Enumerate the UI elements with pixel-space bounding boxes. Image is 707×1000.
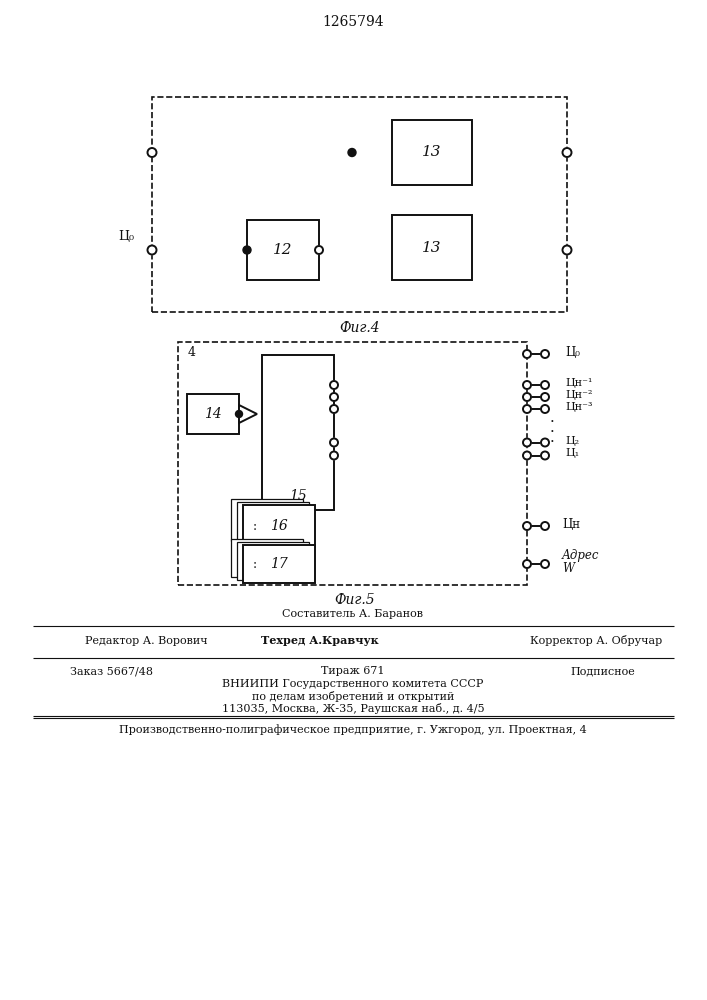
Text: ВНИИПИ Государственного комитета СССР: ВНИИПИ Государственного комитета СССР — [222, 679, 484, 689]
Bar — [392, 215, 472, 280]
Text: Производственно-полиграфическое предприятие, г. Ужгород, ул. Проектная, 4: Производственно-полиграфическое предприя… — [119, 725, 587, 735]
Text: .: . — [549, 431, 554, 445]
Text: 4: 4 — [188, 346, 196, 359]
Bar — [231, 499, 303, 541]
Circle shape — [523, 405, 531, 413]
Circle shape — [523, 452, 531, 460]
Text: 17: 17 — [270, 557, 288, 571]
Circle shape — [243, 246, 251, 254]
Circle shape — [235, 410, 243, 418]
Text: Ц₀: Ц₀ — [565, 346, 580, 359]
Circle shape — [541, 393, 549, 401]
Text: Техред А.Кравчук: Техред А.Кравчук — [261, 636, 379, 647]
Text: :: : — [253, 520, 257, 532]
Text: W: W — [562, 562, 574, 576]
Bar — [152, 97, 567, 312]
Text: Фиг.5: Фиг.5 — [334, 593, 375, 607]
Text: 13: 13 — [422, 240, 442, 254]
Text: :: : — [253, 558, 257, 570]
Text: 15: 15 — [289, 489, 307, 503]
Text: Корректор А. Обручар: Корректор А. Обручар — [530, 636, 662, 647]
Text: Цн⁻³: Цн⁻³ — [565, 402, 592, 412]
Bar — [231, 539, 303, 577]
Text: Редактор А. Ворович: Редактор А. Ворович — [85, 636, 208, 646]
Text: Цн⁻²: Цн⁻² — [565, 390, 592, 400]
Text: Ц₂: Ц₂ — [565, 436, 579, 446]
Bar — [237, 542, 309, 580]
Circle shape — [523, 522, 531, 530]
Circle shape — [330, 381, 338, 389]
Circle shape — [523, 350, 531, 358]
Text: Цн⁻¹: Цн⁻¹ — [565, 378, 592, 388]
Circle shape — [148, 148, 156, 157]
Text: Ц₀: Ц₀ — [118, 230, 134, 242]
Text: 12: 12 — [273, 243, 293, 257]
Text: 14: 14 — [204, 407, 222, 421]
Circle shape — [330, 393, 338, 401]
Circle shape — [523, 560, 531, 568]
Text: Фиг.4: Фиг.4 — [339, 321, 380, 335]
Circle shape — [523, 393, 531, 401]
Circle shape — [541, 560, 549, 568]
Bar — [178, 342, 527, 585]
Text: .: . — [549, 411, 554, 425]
Circle shape — [541, 405, 549, 413]
Text: 1265794: 1265794 — [322, 15, 384, 29]
Circle shape — [330, 405, 338, 413]
Circle shape — [541, 522, 549, 530]
Bar — [237, 502, 309, 544]
Circle shape — [330, 452, 338, 460]
Circle shape — [563, 245, 571, 254]
Text: .: . — [549, 421, 554, 435]
Circle shape — [523, 381, 531, 389]
Text: Тираж 671: Тираж 671 — [321, 666, 385, 676]
Text: 16: 16 — [270, 519, 288, 533]
Bar — [392, 120, 472, 185]
Circle shape — [315, 246, 323, 254]
Text: Ц₁: Ц₁ — [565, 448, 579, 458]
Circle shape — [541, 350, 549, 358]
Text: Составитель А. Баранов: Составитель А. Баранов — [283, 609, 423, 619]
Text: 13: 13 — [422, 145, 442, 159]
Text: Заказ 5667/48: Заказ 5667/48 — [70, 666, 153, 676]
Circle shape — [348, 148, 356, 156]
Circle shape — [541, 438, 549, 446]
Bar — [262, 355, 334, 510]
Circle shape — [523, 438, 531, 446]
Circle shape — [541, 452, 549, 460]
Circle shape — [541, 381, 549, 389]
Text: Адрес: Адрес — [562, 550, 600, 562]
Circle shape — [563, 148, 571, 157]
Bar — [243, 505, 315, 547]
Polygon shape — [239, 405, 257, 423]
Bar — [247, 220, 319, 280]
Text: по делам изобретений и открытий: по делам изобретений и открытий — [252, 690, 454, 702]
Text: Подписное: Подписное — [570, 666, 635, 676]
Bar — [187, 394, 239, 434]
Circle shape — [148, 245, 156, 254]
Bar — [243, 545, 315, 583]
Text: 113035, Москва, Ж-35, Раушская наб., д. 4/5: 113035, Москва, Ж-35, Раушская наб., д. … — [222, 702, 484, 714]
Text: Цн: Цн — [562, 518, 580, 530]
Circle shape — [330, 438, 338, 446]
